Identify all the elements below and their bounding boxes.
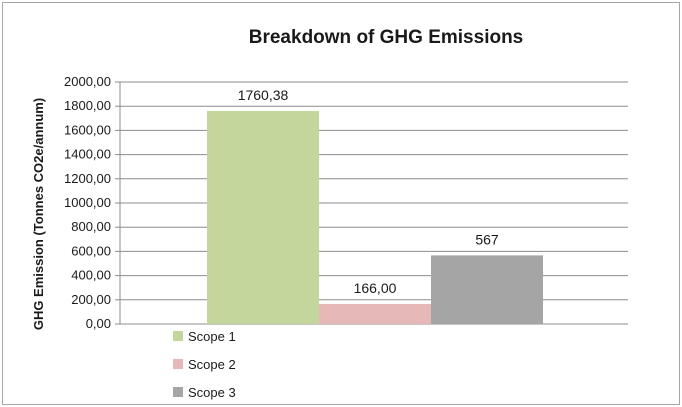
bar-scope-3 — [431, 255, 543, 324]
y-tick-label: 1000,00 — [64, 195, 111, 210]
y-tick-label: 1200,00 — [64, 171, 111, 186]
y-tick-label: 400,00 — [71, 268, 111, 283]
legend-label: Scope 1 — [188, 329, 236, 344]
bar-scope-2 — [319, 303, 431, 324]
y-tick-label: 1400,00 — [64, 147, 111, 162]
data-label: 567 — [475, 231, 499, 247]
chart-title: Breakdown of GHG Emissions — [249, 27, 524, 48]
bar-chart: Breakdown of GHG Emissions 0,00 200,00 400… — [31, 27, 628, 400]
y-axis-ticks: 0,00 200,00 400,00 600,00 800,00 1000,00 1200,… — [64, 74, 111, 331]
data-label: 166,00 — [354, 280, 397, 296]
legend-swatch — [173, 359, 183, 369]
data-labels: 1760,38 166,00 567 — [238, 87, 499, 296]
gridlines — [115, 81, 628, 325]
legend: Scope 1 Scope 2 Scope 3 — [173, 329, 236, 400]
legend-label: Scope 3 — [188, 385, 236, 400]
y-axis-label: GHG Emission (Tonnes CO2e/annum) — [31, 98, 46, 330]
data-label: 1760,38 — [238, 87, 289, 103]
legend-label: Scope 2 — [188, 357, 236, 372]
y-tick-label: 800,00 — [71, 219, 111, 234]
legend-swatch — [173, 387, 183, 397]
legend-swatch — [173, 331, 183, 341]
y-tick-label: 1600,00 — [64, 122, 111, 137]
y-tick-label: 1800,00 — [64, 98, 111, 113]
y-tick-label: 200,00 — [71, 292, 111, 307]
y-tick-label: 2000,00 — [64, 74, 111, 89]
bars — [207, 110, 543, 324]
y-tick-label: 600,00 — [71, 243, 111, 258]
y-tick-label: 0,00 — [86, 316, 111, 331]
bar-scope-1 — [207, 110, 319, 324]
